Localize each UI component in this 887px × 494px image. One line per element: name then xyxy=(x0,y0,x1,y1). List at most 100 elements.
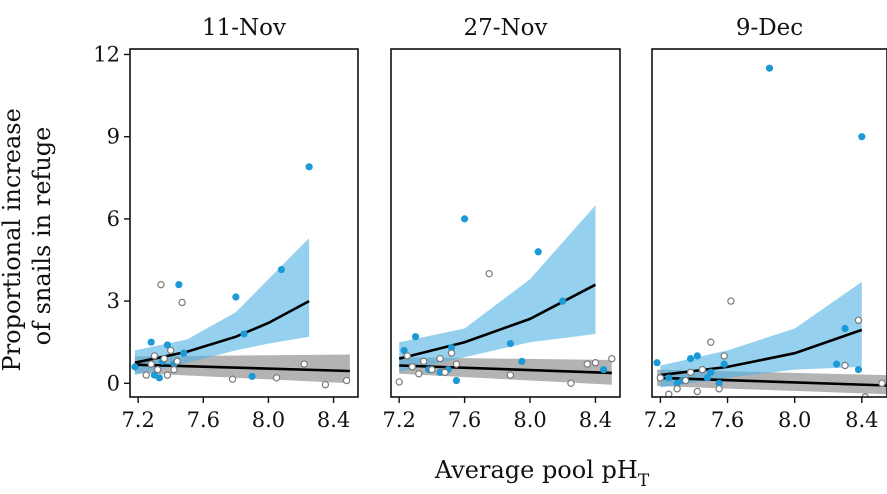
data-point-filled xyxy=(559,297,567,305)
x-tick-label: 7.2 xyxy=(121,408,154,432)
data-point-open xyxy=(321,380,330,389)
panel-2: 27-Nov 7.2 7.6 8.0 8.4 xyxy=(382,15,621,432)
data-point-open xyxy=(727,297,735,305)
panel-frame xyxy=(129,48,359,398)
panel-1: 11-Nov 7.2 7.6 8.0 8.4 xyxy=(121,15,359,432)
data-point-filled xyxy=(248,372,256,381)
data-point-open xyxy=(178,298,186,307)
confidence-ribbon-blue xyxy=(134,238,310,376)
data-point-open xyxy=(428,365,436,374)
data-point-filled xyxy=(534,248,542,256)
data-point-open xyxy=(715,385,723,393)
y-tick-label: 0 xyxy=(107,371,120,395)
data-point-filled xyxy=(461,215,469,223)
data-point-open xyxy=(447,349,456,357)
data-point-filled xyxy=(277,265,286,274)
data-point-filled xyxy=(858,133,866,141)
panel-3: 9-Dec 7.2 7.6 8.0 8.4 xyxy=(644,15,887,432)
x-tick-label: 8.0 xyxy=(778,408,811,432)
data-point-open xyxy=(665,390,673,397)
panel-strip-label: 11-Nov xyxy=(202,15,286,41)
data-point-open xyxy=(150,352,159,360)
panel-strip-label: 27-Nov xyxy=(463,15,547,41)
data-point-open xyxy=(878,379,886,387)
y-tick-label: 12 xyxy=(93,42,120,66)
data-point-filled xyxy=(452,376,461,385)
data-point-open xyxy=(160,354,168,363)
data-point-open xyxy=(686,368,695,377)
data-point-filled xyxy=(687,355,695,363)
panel-frame xyxy=(651,48,887,398)
data-point-open xyxy=(163,371,172,379)
data-point-open xyxy=(157,280,165,289)
data-point-filled xyxy=(232,293,240,301)
data-point-filled xyxy=(653,359,661,367)
data-point-open xyxy=(272,374,281,382)
data-point-filled xyxy=(163,341,172,349)
data-point-open xyxy=(415,370,423,378)
confidence-ribbon-blue xyxy=(399,205,596,373)
data-point-open xyxy=(673,385,681,393)
y-axis-label: Proportional increase of snails in refug… xyxy=(0,101,56,372)
x-tick-label: 7.2 xyxy=(644,408,677,432)
data-point-open xyxy=(485,269,493,278)
x-tick-label: 7.6 xyxy=(448,408,481,432)
data-point-open xyxy=(173,357,181,366)
data-point-open xyxy=(681,376,690,385)
confidence-ribbon-blue xyxy=(660,281,862,388)
data-point-open xyxy=(567,379,575,387)
x-tick-label: 7.6 xyxy=(187,408,220,432)
data-point-filled xyxy=(240,330,248,338)
data-point-filled xyxy=(518,357,526,365)
data-point-open xyxy=(441,368,449,377)
fit-line-grey xyxy=(134,363,350,373)
data-point-filled xyxy=(841,324,849,333)
data-point-filled xyxy=(703,374,711,382)
data-point-filled xyxy=(155,374,163,382)
x-tick-label: 8.0 xyxy=(513,408,546,432)
x-tick-label: 8.0 xyxy=(252,408,285,432)
data-point-open xyxy=(698,365,707,374)
data-point-open xyxy=(300,360,308,368)
fit-line-grey xyxy=(656,376,887,387)
y-axis-label-line-1: Proportional increase xyxy=(0,108,26,371)
data-point-filled xyxy=(305,163,313,171)
data-point-filled xyxy=(175,281,183,289)
y-tick-label: 3 xyxy=(107,289,120,313)
data-point-open xyxy=(142,371,150,379)
data-point-filled xyxy=(147,338,155,346)
x-tick-label: 7.6 xyxy=(711,408,744,432)
data-point-open xyxy=(506,371,515,379)
data-point-open xyxy=(591,359,600,367)
data-point-filled xyxy=(833,360,841,368)
data-point-open xyxy=(167,346,175,355)
data-point-filled xyxy=(765,64,774,72)
data-point-open xyxy=(408,363,416,371)
data-point-open xyxy=(854,316,863,324)
data-point-open xyxy=(420,357,428,366)
data-point-open xyxy=(707,338,715,346)
data-point-filled xyxy=(715,379,723,387)
y-tick-label: 9 xyxy=(107,125,120,149)
x-axis-label: Average pool pHT xyxy=(434,456,650,491)
data-point-filled xyxy=(131,363,139,371)
data-point-open xyxy=(693,387,702,396)
data-point-filled xyxy=(707,368,715,376)
panel-plot-area xyxy=(653,64,887,397)
x-tick-label: 8.4 xyxy=(317,408,350,432)
data-point-open xyxy=(841,361,849,370)
data-point-open xyxy=(228,375,237,383)
data-point-open xyxy=(720,352,728,360)
data-point-open xyxy=(436,354,444,363)
data-point-open xyxy=(452,360,461,368)
panel-plot-area xyxy=(395,205,616,387)
data-point-filled xyxy=(600,365,608,374)
data-point-open xyxy=(170,365,178,374)
fit-line-blue xyxy=(134,299,310,364)
x-tick-label: 8.4 xyxy=(579,408,612,432)
data-point-open xyxy=(403,352,412,360)
y-tick-label: 6 xyxy=(107,207,120,231)
data-point-open xyxy=(342,376,351,385)
